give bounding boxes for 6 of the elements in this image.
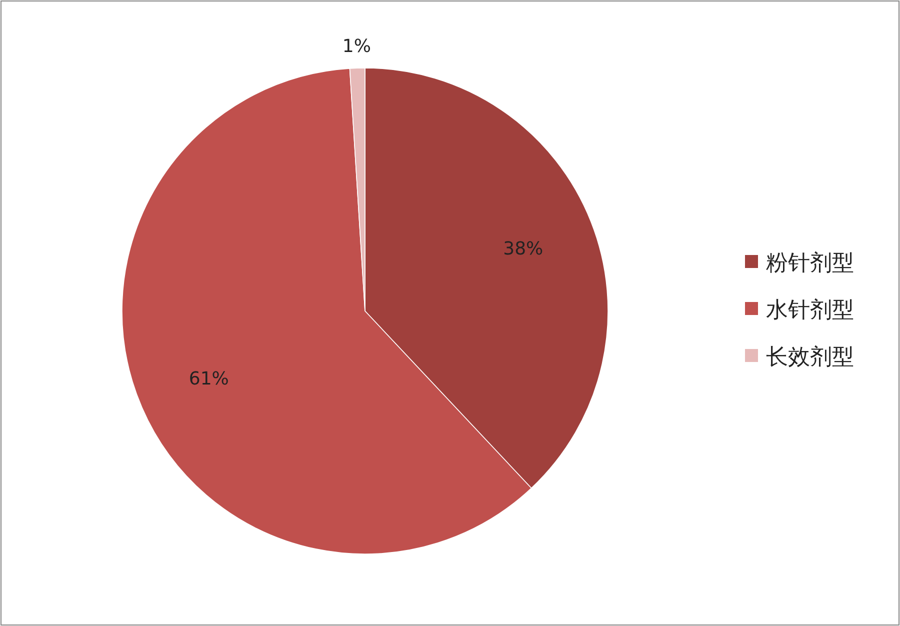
data-label: 61% xyxy=(188,368,229,390)
legend-label: 水针剂型 xyxy=(766,298,854,323)
legend-label: 长效剂型 xyxy=(766,345,854,370)
data-label: 1% xyxy=(342,36,371,58)
legend-label: 粉针剂型 xyxy=(766,251,854,276)
data-label: 38% xyxy=(503,238,544,260)
